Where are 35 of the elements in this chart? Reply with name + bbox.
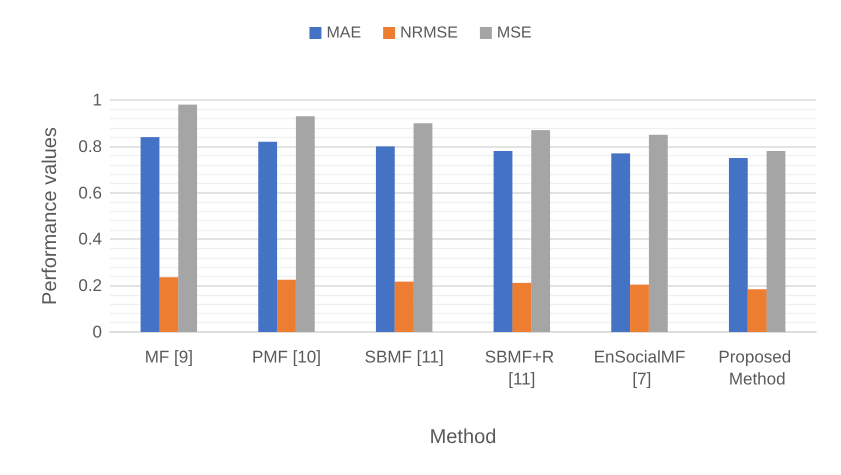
x-tick-label: SBMF+R [11]: [484, 348, 559, 388]
y-tick-label: 1: [92, 90, 102, 110]
bar: [531, 130, 550, 332]
x-tick-label: EnSocialMF [7]: [594, 348, 686, 388]
x-tick-label: PMF [10]: [252, 348, 321, 366]
bar: [728, 158, 748, 332]
bar: [277, 280, 296, 332]
bar: [648, 134, 668, 332]
bar: [178, 104, 198, 332]
bar: [258, 142, 278, 332]
x-tick-label: Proposed Method: [718, 348, 796, 388]
bar: [414, 123, 432, 332]
bar: [296, 116, 315, 332]
legend-label: MAE: [326, 24, 362, 42]
x-axis-title: Method: [430, 426, 496, 448]
legend-label: MSE: [496, 24, 532, 42]
x-tick-label: MF [9]: [144, 348, 193, 366]
bar: [159, 277, 178, 332]
bar: [376, 146, 395, 332]
x-tick-label: SBMF [11]: [364, 348, 444, 366]
y-tick-label: 0: [92, 322, 102, 342]
bar: [630, 284, 649, 332]
legend-label: NRMSE: [400, 24, 458, 42]
bar: [766, 151, 786, 332]
bar: [512, 282, 532, 332]
y-tick-label: 0.6: [78, 183, 102, 202]
bar: [394, 282, 414, 332]
y-axis-title: Performance values: [39, 127, 61, 305]
y-tick-label: 0.4: [78, 230, 102, 249]
bar: [494, 151, 512, 332]
y-tick-label: 0.2: [78, 276, 102, 296]
y-tick-label: 0.8: [78, 136, 102, 156]
bar: [140, 137, 160, 332]
bar: [748, 289, 767, 332]
bar: [611, 153, 630, 332]
